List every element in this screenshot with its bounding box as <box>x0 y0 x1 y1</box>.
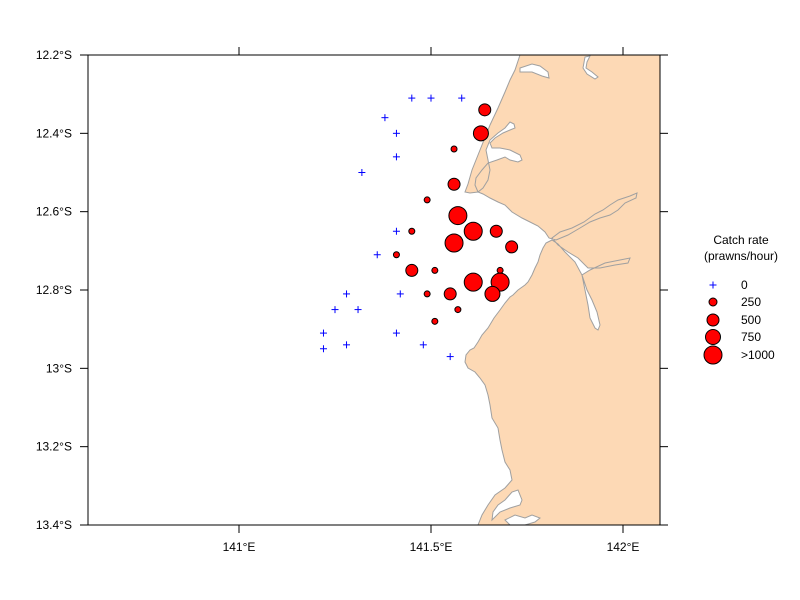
y-tick-label: 13.2°S <box>36 440 72 454</box>
catch-points <box>319 94 519 361</box>
zero-catch-marker <box>396 290 404 298</box>
catch-circle <box>443 287 457 301</box>
zero-catch-marker <box>358 169 366 176</box>
legend-plus-icon <box>709 281 717 289</box>
zero-catch-marker <box>392 153 400 161</box>
catch-circle <box>489 224 503 238</box>
y-tick-label: 12.8°S <box>36 283 72 297</box>
catch-circle <box>505 240 519 254</box>
zero-catch-marker <box>354 306 362 314</box>
catch-circle <box>423 290 431 298</box>
y-tick-label: 12.6°S <box>36 205 72 219</box>
legend-item-label: 750 <box>741 330 761 344</box>
catch-circle <box>431 317 439 325</box>
y-tick-label: 12.2°S <box>36 48 72 62</box>
legend-title: Catch rate <box>713 233 769 247</box>
axes: 12.2°S 12.4°S 12.6°S 12.8°S 13°S 13.2°S 13.4°S… <box>36 47 668 554</box>
catch-circle <box>478 103 492 117</box>
catch-circle <box>463 221 483 241</box>
catch-circle <box>447 177 461 191</box>
zero-catch-marker <box>392 329 400 337</box>
x-tick-label: 141.5°E <box>410 540 453 554</box>
zero-catch-marker <box>446 353 454 361</box>
inlet-top <box>519 63 550 79</box>
zero-catch-marker <box>319 329 327 337</box>
catch-circle <box>448 206 468 226</box>
catch-circle <box>496 266 504 274</box>
legend-item-label: 0 <box>741 278 748 292</box>
legend: Catch rate (prawns/hour) 0 250 500 750 >1000 <box>703 233 778 365</box>
catch-circle <box>454 306 462 314</box>
catch-circle <box>408 227 416 235</box>
zero-catch-marker <box>392 227 400 235</box>
catch-circle <box>444 233 464 253</box>
zero-catch-marker <box>381 114 389 122</box>
zero-catch-marker <box>319 345 327 353</box>
y-tick-label: 13°S <box>46 361 72 375</box>
x-tick-label: 142°E <box>607 540 640 554</box>
inlet-bottom-2 <box>504 514 541 525</box>
legend-item-label: 250 <box>741 295 761 309</box>
legend-circle-icon <box>708 297 718 307</box>
catch-circle <box>450 145 458 153</box>
catch-circle <box>472 125 489 142</box>
catch-circle <box>484 285 501 302</box>
legend-item-label: 500 <box>741 313 761 327</box>
x-tick-label: 141°E <box>223 540 256 554</box>
legend-circle-icon <box>706 313 720 327</box>
zero-catch-marker <box>331 306 339 314</box>
y-tick-label: 12.4°S <box>36 126 72 140</box>
legend-circle-icon <box>705 329 721 345</box>
land-mass <box>464 55 660 525</box>
zero-catch-marker <box>458 94 466 102</box>
zero-catch-marker <box>373 251 381 259</box>
zero-catch-marker <box>392 129 400 137</box>
zero-catch-marker <box>343 341 351 349</box>
legend-item-label: >1000 <box>741 348 775 362</box>
catch-circle <box>431 266 439 274</box>
inlet-top-right <box>582 55 599 80</box>
catch-circle <box>463 272 483 292</box>
catch-circle <box>405 263 419 277</box>
y-tick-label: 13.4°S <box>36 518 72 532</box>
legend-subtitle: (prawns/hour) <box>704 249 778 263</box>
inlet-bottom <box>491 489 523 522</box>
land-layer <box>464 55 660 525</box>
zero-catch-marker <box>343 290 351 298</box>
zero-catch-marker <box>427 94 435 102</box>
zero-catch-marker <box>408 94 416 102</box>
zero-catch-marker <box>419 341 427 349</box>
legend-circle-icon <box>703 345 723 365</box>
catch-circle <box>392 251 400 259</box>
catch-circle <box>423 196 431 204</box>
